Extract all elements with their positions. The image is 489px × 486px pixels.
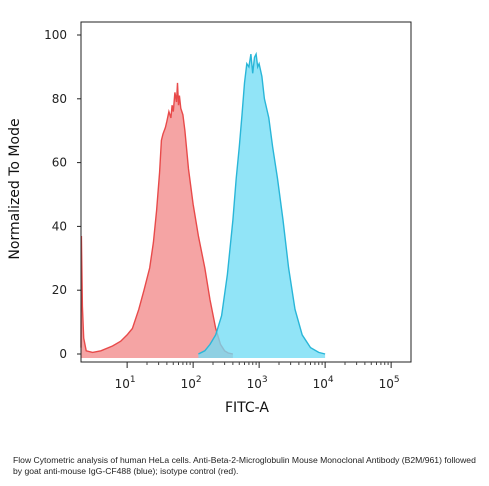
plot-frame xyxy=(80,21,412,363)
x-tick-label: 104 xyxy=(313,375,334,391)
x-tick-label: 101 xyxy=(115,375,136,391)
y-axis-ticks: 0 20 40 60 80 100 xyxy=(44,28,81,361)
x-tick-label: 103 xyxy=(247,375,268,391)
plot-area xyxy=(80,51,326,359)
figure-caption: Flow Cytometric analysis of human HeLa c… xyxy=(13,455,476,476)
y-tick-label: 80 xyxy=(52,92,67,106)
y-tick-label: 40 xyxy=(52,219,67,233)
x-tick-label: 102 xyxy=(181,375,202,391)
y-tick-label: 20 xyxy=(52,283,67,297)
histogram-outline-1 xyxy=(198,51,326,355)
x-axis-ticks: 101 102 103 104 105 xyxy=(115,362,400,391)
histogram-area-1 xyxy=(198,54,326,358)
y-tick-label: 0 xyxy=(59,347,67,361)
x-tick-label: 105 xyxy=(379,375,400,391)
x-axis-title: FITC-A xyxy=(225,400,269,416)
y-axis-title: Normalized To Mode xyxy=(7,118,23,259)
flow-cytometry-histogram: 0 20 40 60 80 100 101 102 103 104 105 Normalized … xyxy=(7,21,412,416)
y-tick-label: 60 xyxy=(52,156,67,170)
histogram-outline-0 xyxy=(80,82,234,355)
y-tick-label: 100 xyxy=(44,28,67,42)
histogram-area-0 xyxy=(81,82,233,359)
